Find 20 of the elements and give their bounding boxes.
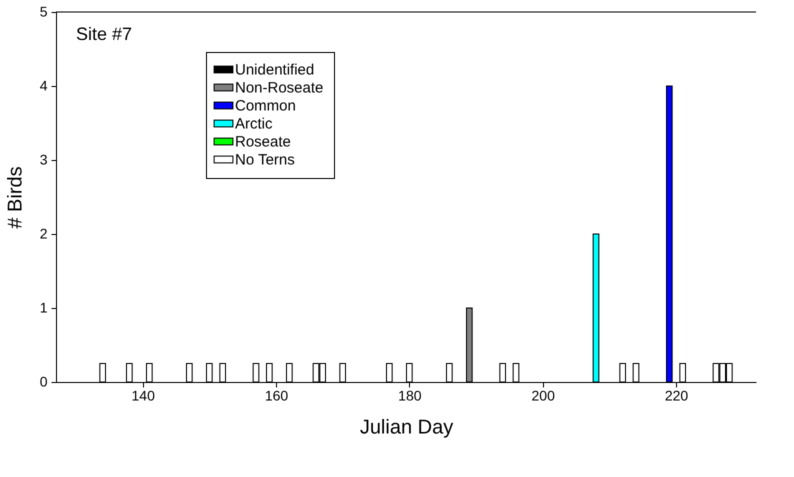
y-tick-label: 3 (40, 152, 48, 168)
y-tick-label: 0 (40, 374, 48, 390)
x-tick-label: 220 (664, 388, 688, 404)
legend-label: Roseate (235, 134, 291, 150)
annotation: Site #7 (76, 24, 132, 44)
x-axis-title: Julian Day (360, 416, 454, 438)
y-tick-label: 4 (40, 78, 48, 94)
legend-label: Non-Roseate (235, 80, 324, 96)
y-tick-label: 1 (40, 300, 48, 316)
legend-label: No Terns (235, 152, 295, 168)
legend-label: Arctic (235, 116, 273, 132)
legend-label: Unidentified (235, 62, 314, 78)
x-tick-label: 200 (531, 388, 556, 404)
y-tick-label: 5 (40, 4, 48, 20)
x-tick-label: 140 (131, 388, 156, 404)
y-tick-label: 2 (40, 226, 48, 242)
legend-label: Common (235, 98, 296, 114)
x-tick-label: 160 (264, 388, 288, 404)
x-tick-label: 180 (398, 388, 422, 404)
y-axis-title: # Birds (4, 166, 27, 229)
